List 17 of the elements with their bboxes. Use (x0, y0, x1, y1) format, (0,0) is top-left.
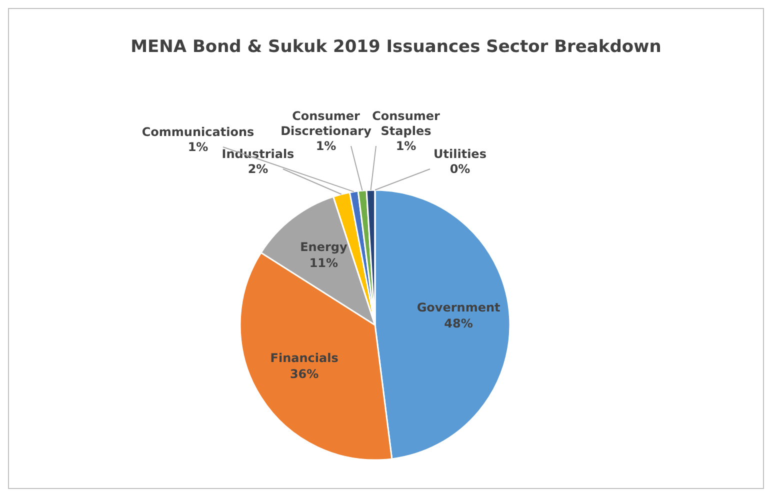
data-label: 48% (444, 316, 473, 331)
data-label: 11% (309, 256, 338, 270)
slice-label: Financials (270, 350, 338, 365)
slice-label: Consumer Discretionary (280, 109, 372, 138)
slice-label: Communications (142, 125, 254, 139)
data-label: 1% (316, 139, 336, 153)
text: 0% (450, 162, 470, 176)
data-label: 1% (396, 139, 416, 153)
slice-label: Energy (300, 240, 348, 254)
data-label: 36% (290, 366, 319, 381)
category-label: Utilities (434, 147, 486, 161)
slice-label: Consumer Staples (372, 109, 440, 138)
data-label: 2% (248, 162, 268, 176)
chart-title: MENA Bond & Sukuk 2019 Issuances Sector Breakdown (130, 37, 662, 57)
data-label: 1% (188, 140, 208, 154)
slice-label: Industrials (222, 147, 294, 161)
slice-label: Government (416, 300, 501, 315)
